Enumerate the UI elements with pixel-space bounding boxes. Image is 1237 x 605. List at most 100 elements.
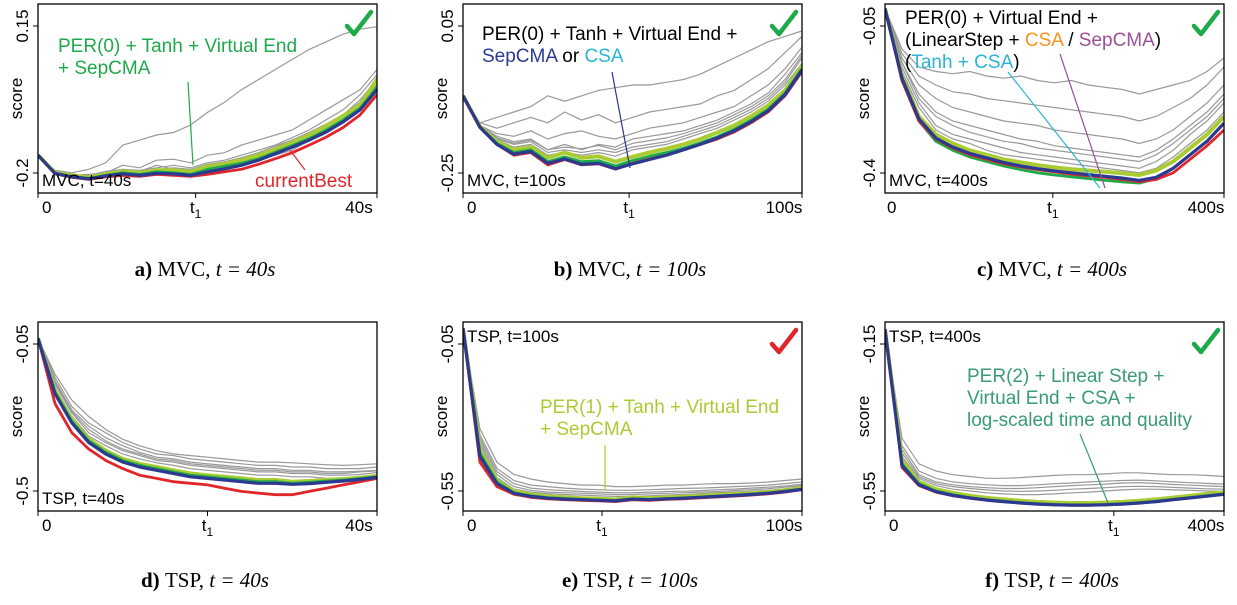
- chart-panel-a: 0 t1 40s 0.15 -0.2 score MVC, t=40s PER(0) + Ta…: [7, 3, 378, 281]
- check-mark-icon: [1191, 327, 1221, 355]
- inner-panel-label: TSP, t=40s: [42, 489, 124, 508]
- annotation-text: + SepCMA: [540, 419, 633, 440]
- series-line-yellowgreen: [885, 8, 1224, 177]
- annotation-leader-line: [1059, 53, 1106, 189]
- x-tick-label: 400s: [1188, 516, 1225, 535]
- series-line-yellowgreen: [885, 329, 1224, 505]
- y-tick-label: -0.4: [860, 158, 879, 187]
- series-line-blue: [885, 329, 1224, 507]
- y-tick-label: 0.15: [13, 9, 32, 42]
- x-tick-label: t1: [1108, 516, 1120, 539]
- y-axis-label: score: [854, 396, 873, 438]
- annotation-text: + SepCMA: [58, 58, 151, 79]
- panel-caption: f) TSP, t = 400s: [985, 568, 1119, 592]
- chart-panel-c: 0 t1 400s -0.05 -0.4 score MVC, t=400s PER(0) +…: [854, 3, 1225, 281]
- series-line-yellowgreen: [463, 64, 802, 164]
- panel-caption: d) TSP, t = 40s: [141, 568, 269, 592]
- chart-panel-f: 0 t1 400s -0.15 -0.55 score TSP, t=400s PER(2) …: [854, 321, 1225, 592]
- annotation-text: PER(0) + Virtual End +: [905, 8, 1098, 29]
- x-tick-label: 100s: [766, 198, 803, 217]
- y-tick-label: -0.5: [13, 476, 32, 505]
- check-mark-icon: [1191, 9, 1221, 37]
- gray-config-line: [463, 54, 802, 151]
- y-tick-label: -0.55: [438, 472, 457, 511]
- inner-panel-label: TSP, t=400s: [889, 327, 981, 346]
- x-tick-label: 400s: [1188, 198, 1225, 217]
- annotation-text: PER(0) + Tanh + Virtual End: [58, 36, 297, 57]
- gray-config-line: [38, 338, 377, 476]
- annotation-text: PER(2) + Linear Step +: [967, 366, 1165, 387]
- x-tick-label: 0: [467, 516, 476, 535]
- gray-config-line: [38, 69, 377, 177]
- gray-config-line: [38, 74, 377, 178]
- gray-config-line: [885, 329, 1224, 479]
- gray-config-line: [885, 329, 1224, 487]
- gray-config-line: [885, 329, 1224, 490]
- inner-panel-label: MVC, t=400s: [889, 171, 988, 190]
- plot-frame: [462, 3, 803, 194]
- x-tick-label: t1: [190, 198, 202, 221]
- x-tick-label: t1: [1047, 198, 1059, 221]
- series-line-red: [38, 337, 377, 497]
- x-tick-label: t1: [596, 516, 608, 539]
- x-tick-label: 0: [887, 198, 896, 217]
- gray-config-line: [463, 63, 802, 157]
- gray-config-line: [463, 52, 802, 151]
- x-tick-label: 0: [467, 198, 476, 217]
- series-line-blue: [463, 327, 802, 503]
- y-tick-label: -0.15: [860, 325, 879, 364]
- annotation-text: (LinearStep + CSA / SepCMA): [905, 30, 1161, 51]
- inner-panel-label: TSP, t=100s: [467, 327, 559, 346]
- gray-config-line: [463, 328, 802, 488]
- gray-config-line: [885, 8, 1224, 163]
- annotation-text: log-scaled time and quality: [967, 410, 1192, 431]
- y-tick-label: -0.55: [860, 472, 879, 511]
- check-mark-icon: [344, 9, 374, 37]
- gray-config-line: [38, 338, 377, 470]
- gray-config-line: [463, 328, 802, 491]
- panel-caption: e) TSP, t = 100s: [562, 568, 698, 592]
- inner-panel-label: MVC, t=40s: [42, 171, 131, 190]
- annotation-text: SepCMA or CSA: [482, 46, 624, 67]
- annotation-text: Virtual End + CSA +: [967, 388, 1136, 409]
- x-tick-label: 0: [889, 516, 898, 535]
- y-axis-label: score: [432, 396, 451, 438]
- annotation-leader-line: [611, 71, 631, 169]
- annotation-text: currentBest: [255, 171, 353, 192]
- x-tick-label: 40s: [345, 516, 372, 535]
- y-axis-label: score: [7, 78, 26, 120]
- x-tick-label: t1: [202, 516, 214, 539]
- plot-frame: [37, 3, 378, 194]
- annotation-leader-line: [1007, 71, 1101, 189]
- gray-config-line: [38, 26, 377, 174]
- gray-config-line: [463, 30, 802, 124]
- x-tick-label: 0: [42, 516, 51, 535]
- x-tick-label: 0: [42, 198, 51, 217]
- gray-config-line: [38, 338, 377, 480]
- plot-frame: [884, 3, 1225, 194]
- y-tick-label: -0.25: [438, 154, 457, 193]
- gray-config-line: [885, 329, 1224, 493]
- annotation-text: PER(0) + Tanh + Virtual End +: [482, 24, 737, 45]
- check-mark-icon: [769, 9, 799, 37]
- panel-caption: b) MVC, t = 100s: [554, 257, 706, 281]
- check-mark-icon: [769, 327, 799, 355]
- plot-frame: [462, 321, 803, 512]
- inner-panel-label: MVC, t=100s: [467, 171, 566, 190]
- y-tick-label: 0.05: [438, 9, 457, 42]
- gray-config-line: [38, 338, 377, 475]
- y-tick-label: -0.05: [438, 325, 457, 364]
- y-axis-label: score: [7, 396, 26, 438]
- series-line-blue: [463, 68, 802, 171]
- series-line-blue: [38, 337, 377, 486]
- gray-config-line: [463, 328, 802, 496]
- gray-config-line: [463, 328, 802, 494]
- gray-config-line: [463, 46, 802, 140]
- panel-caption: a) MVC, t = 40s: [135, 257, 276, 281]
- y-axis-label: score: [854, 78, 873, 120]
- chart-panel-d: 0 t1 40s -0.05 -0.5 score TSP, t=40s d) TSP, t …: [7, 321, 378, 592]
- gray-config-line: [885, 329, 1224, 496]
- plot-frame: [884, 321, 1225, 512]
- gray-config-line: [885, 8, 1224, 158]
